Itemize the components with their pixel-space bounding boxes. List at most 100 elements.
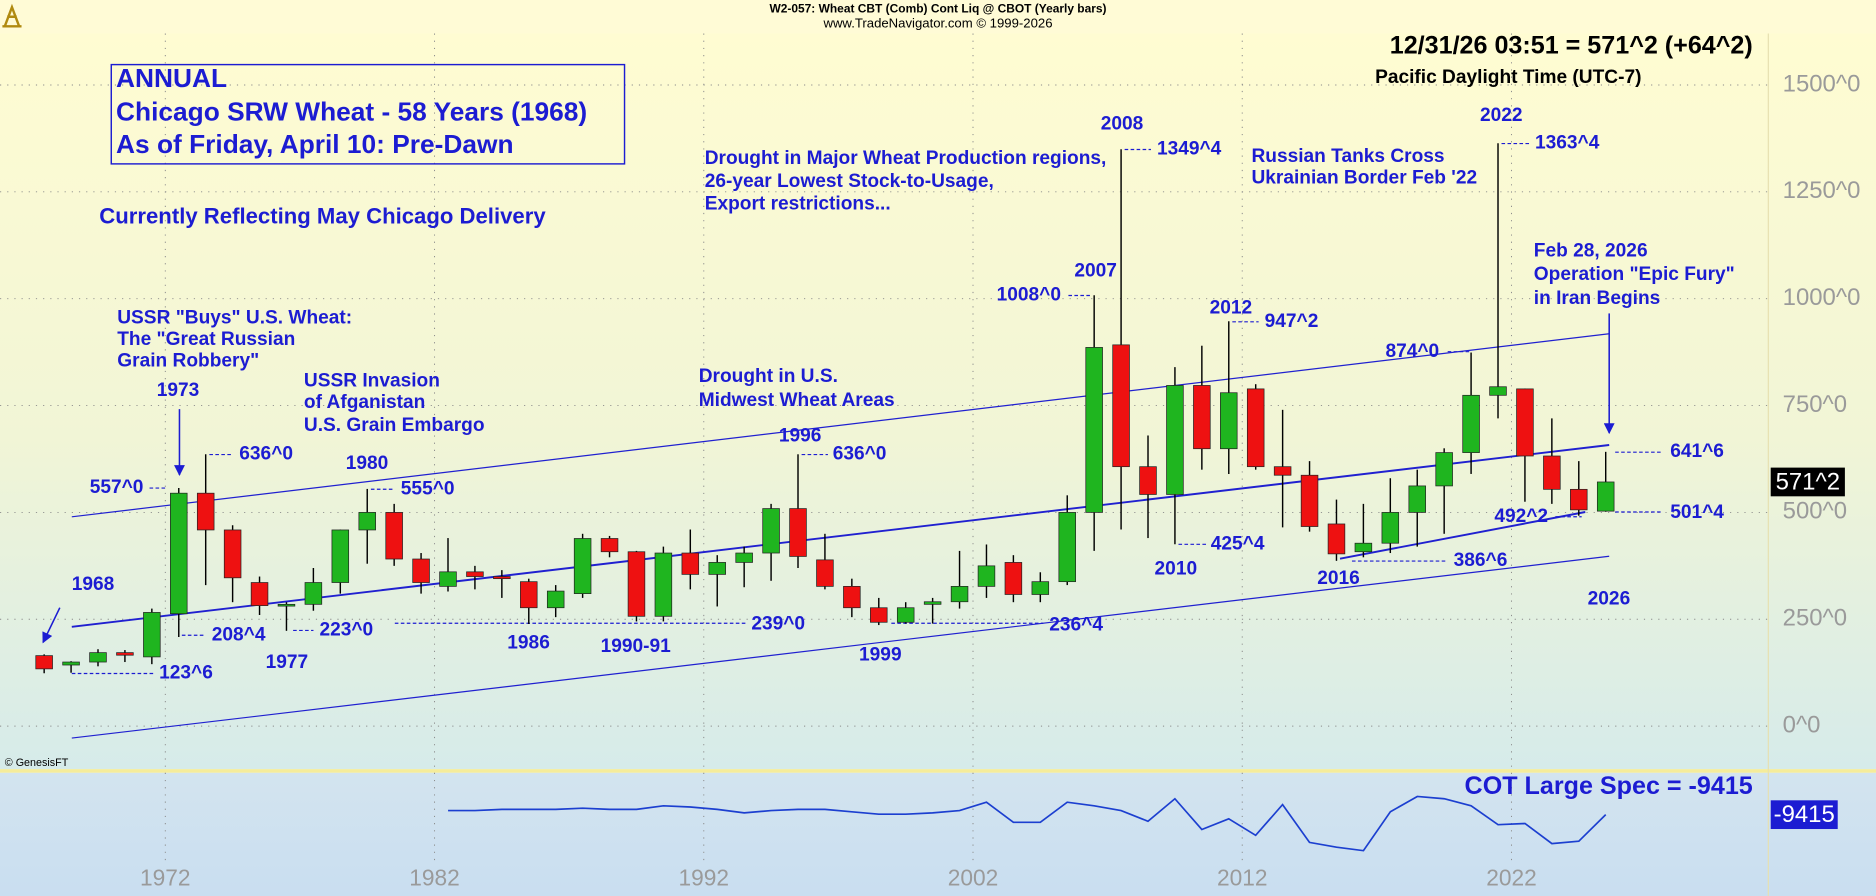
annotation: U.S. Grain Embargo — [304, 415, 485, 436]
trend-line — [1339, 511, 1586, 560]
y-tick-label: 1500^0 — [1783, 70, 1861, 97]
annotation: 208^4 — [212, 624, 266, 645]
annotation: 239^0 — [751, 614, 805, 635]
annotation: 2016 — [1317, 568, 1360, 589]
annotation: 641^6 — [1670, 441, 1724, 462]
price-marker — [1770, 467, 1845, 497]
annotation: The "Great Russian — [117, 329, 295, 350]
annotation: Drought in Major Wheat Production region… — [705, 148, 1107, 169]
annotation: 1977 — [266, 652, 309, 673]
candle-body — [600, 538, 619, 553]
annotation: 1968 — [72, 574, 115, 595]
candle-body — [1166, 385, 1184, 495]
annotation: 26-year Lowest Stock-to-Usage, — [705, 171, 994, 192]
annotation: of Afganistan — [304, 392, 425, 413]
annotation: 874^0 — [1385, 341, 1439, 362]
candle-body — [1246, 388, 1265, 468]
candle-body — [1408, 485, 1426, 513]
candles — [35, 143, 1615, 674]
trend-line — [71, 333, 1610, 518]
candle-body — [466, 571, 484, 577]
x-tick-label: 2022 — [1486, 864, 1537, 890]
candle-body — [304, 582, 323, 605]
candle-body — [789, 508, 807, 557]
cot-title: COT Large Spec = -9415 — [1465, 772, 1753, 800]
candle-body — [977, 565, 996, 587]
trend-line — [71, 555, 1610, 739]
candle-body — [331, 529, 350, 583]
box-line: ANNUAL — [116, 63, 227, 93]
candle-body — [1354, 542, 1373, 553]
annotation: 2026 — [1588, 588, 1631, 609]
candle-body — [735, 552, 753, 563]
annotation: 2007 — [1074, 261, 1117, 282]
annotation: 2010 — [1155, 558, 1198, 579]
annotation: 2012 — [1210, 298, 1253, 319]
cot-line — [448, 795, 1607, 852]
candle-body — [1193, 385, 1211, 450]
annotation: 636^0 — [239, 444, 293, 465]
candle-body — [412, 558, 430, 583]
annotation: 492^2 — [1494, 506, 1548, 527]
quote: 12/31/26 03:51 = 571^2 (+64^2) — [1390, 31, 1753, 59]
candle-body — [816, 559, 834, 587]
header-bg — [0, 0, 1876, 34]
cot-bg — [0, 772, 1876, 896]
candle-body — [708, 562, 726, 575]
x-tick-label: 2012 — [1217, 864, 1268, 890]
candle-body — [385, 512, 403, 560]
candle-body — [654, 552, 673, 617]
annotation: 1363^4 — [1535, 133, 1600, 154]
x-tick-label: 1972 — [140, 864, 191, 890]
candle-body — [1085, 347, 1103, 513]
candle-body — [1489, 386, 1507, 396]
price-marker-label: 571^2 — [1776, 468, 1840, 495]
annotation: Operation "Epic Fury" — [1534, 264, 1735, 285]
x-tick-label: 2002 — [948, 864, 999, 890]
candle-body — [627, 551, 646, 617]
annotation: 1996 — [779, 426, 822, 447]
candle-body — [196, 492, 215, 531]
y-tick-label: 1250^0 — [1783, 177, 1861, 204]
annotation: 236^4 — [1049, 615, 1103, 636]
annotation: 1349^4 — [1157, 139, 1222, 160]
y-tick-label: 500^0 — [1783, 498, 1847, 525]
candle-body — [493, 576, 511, 580]
candle-body — [223, 529, 242, 579]
annotation: 555^0 — [401, 478, 455, 499]
candle-body — [143, 612, 161, 658]
info-box — [110, 63, 626, 165]
candle-body — [358, 512, 376, 531]
annotation: 501^4 — [1670, 502, 1724, 523]
candle-body — [762, 508, 780, 554]
candle-body — [870, 607, 888, 623]
logo — [2, 3, 22, 28]
annotation: Midwest Wheat Areas — [699, 390, 895, 411]
candle-body — [62, 661, 80, 666]
annotation: 557^0 — [90, 477, 144, 498]
panel-divider — [0, 769, 1876, 773]
annotation: 1973 — [157, 380, 200, 401]
annotation: USSR Invasion — [304, 371, 440, 392]
labels: 0^0 250^0 500^0 750^0 1000^0 1250^0 1500^0 1972… — [72, 70, 1861, 890]
box-line: As of Friday, April 10: Pre-Dawn — [116, 129, 513, 159]
candle-body — [1543, 455, 1561, 490]
candle-body — [439, 571, 457, 587]
plot-bg — [0, 33, 1876, 770]
candle-body — [89, 652, 107, 663]
candle-body — [1327, 523, 1346, 555]
candle-body — [1462, 394, 1480, 453]
candle-body — [546, 590, 565, 609]
candle-body — [35, 655, 53, 670]
candle-body — [1435, 452, 1453, 487]
candle-body — [1516, 388, 1534, 457]
annotation: USSR "Buys" U.S. Wheat: — [117, 307, 352, 328]
timezone: Pacific Daylight Time (UTC-7) — [1375, 67, 1641, 88]
arrow — [42, 607, 61, 644]
candle-body — [1381, 512, 1400, 544]
annotation: Export restrictions... — [705, 194, 891, 215]
x-tick-label: 1992 — [678, 864, 729, 890]
annotation: 1999 — [859, 645, 902, 666]
